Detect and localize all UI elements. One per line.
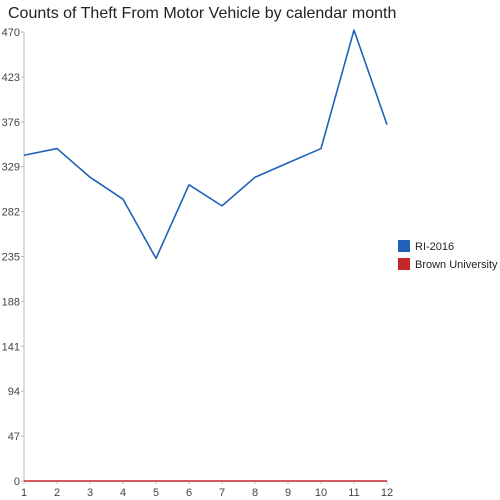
x-tick-label: 7 — [219, 487, 225, 499]
x-tick-label: 11 — [348, 487, 359, 499]
series-line-1 — [23, 29, 388, 260]
y-tick-label: 47 — [8, 431, 20, 443]
x-tick-label: 5 — [153, 487, 159, 499]
series-layer — [23, 29, 388, 482]
x-tick-label: 3 — [87, 487, 93, 499]
y-tick-label: 235 — [2, 252, 20, 264]
y-tick-label: 329 — [2, 162, 20, 174]
y-axis-ticks: 0 47 94 141 188 235 282 329 376 423 470 — [2, 27, 24, 488]
x-tick-label: 12 — [381, 487, 393, 499]
legend-label: Brown University — [415, 259, 498, 271]
x-tick-label: 8 — [252, 487, 258, 499]
x-tick-label: 2 — [54, 487, 60, 499]
legend-swatch — [398, 258, 410, 270]
y-tick-label: 376 — [2, 117, 20, 129]
y-tick-label: 423 — [2, 72, 20, 84]
axes — [23, 32, 387, 482]
chart-title: Counts of Theft From Motor Vehicle by ca… — [8, 5, 396, 22]
x-tick-label: 6 — [186, 487, 192, 499]
y-tick-label: 94 — [8, 386, 20, 398]
x-tick-label: 1 — [21, 487, 27, 499]
y-tick-label: 0 — [14, 476, 20, 488]
y-tick-label: 141 — [2, 341, 20, 353]
x-tick-label: 4 — [120, 487, 126, 499]
x-tick-label: 9 — [285, 487, 291, 499]
y-tick-label: 282 — [2, 207, 20, 219]
x-axis-ticks: 1 2 3 4 5 6 7 8 9 10 11 12 — [21, 481, 393, 499]
y-tick-label: 470 — [2, 27, 20, 39]
y-tick-label: 188 — [2, 296, 20, 308]
legend-swatch — [398, 240, 410, 252]
legend: RI-2016 Brown University — [398, 240, 498, 271]
legend-label: RI-2016 — [415, 241, 454, 253]
x-tick-label: 10 — [315, 487, 327, 499]
